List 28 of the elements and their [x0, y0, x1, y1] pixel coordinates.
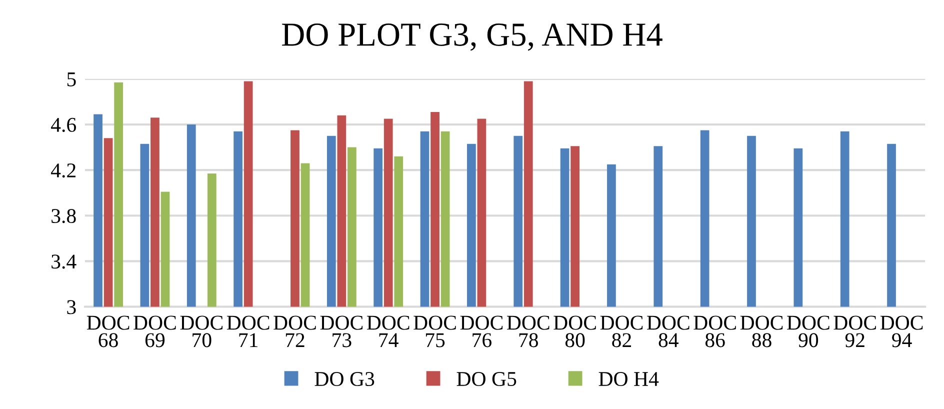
x-tick-label: DOC 80	[554, 316, 596, 348]
y-tick-label: 4.6	[50, 118, 76, 132]
x-tick-label: DOC 88	[740, 316, 783, 348]
x-tick-label: DOC 76	[460, 316, 503, 348]
x-tick-label: DOC 92	[834, 316, 876, 348]
y-tick-label: 5	[67, 72, 76, 86]
x-tick-label: DOC 84	[647, 316, 690, 348]
x-tick-label: DOC 75	[414, 316, 456, 348]
y-tick-label: 3.4	[52, 254, 76, 269]
y-tick-label: 3.8	[52, 209, 76, 224]
x-tick-label: DOC 74	[366, 316, 410, 347]
x-tick-label: DOC 82	[600, 316, 643, 348]
x-tick-label: DOC 70	[180, 316, 222, 348]
legend-label: DO G3	[314, 372, 374, 386]
chart-title: DO PLOT G3, G5, AND H4	[282, 24, 662, 51]
x-tick-label: DOC 86	[694, 316, 736, 348]
y-tick-label: 3	[67, 300, 76, 314]
x-tick-label: DOC 78	[506, 316, 550, 348]
legend-label: DO H4	[598, 372, 659, 386]
x-tick-label: DOC 90	[787, 316, 830, 348]
x-tick-label: DOC 73	[320, 316, 363, 348]
y-tick-label: 4.2	[50, 163, 76, 178]
x-tick-label: DOC 71	[226, 316, 270, 347]
legend-label: DO G5	[456, 372, 516, 386]
x-tick-label: DOC 94	[880, 316, 923, 348]
x-tick-label: DOC 69	[134, 316, 176, 348]
x-tick-label: DOC 72	[274, 316, 316, 347]
x-tick-label: DOC 68	[86, 316, 130, 348]
